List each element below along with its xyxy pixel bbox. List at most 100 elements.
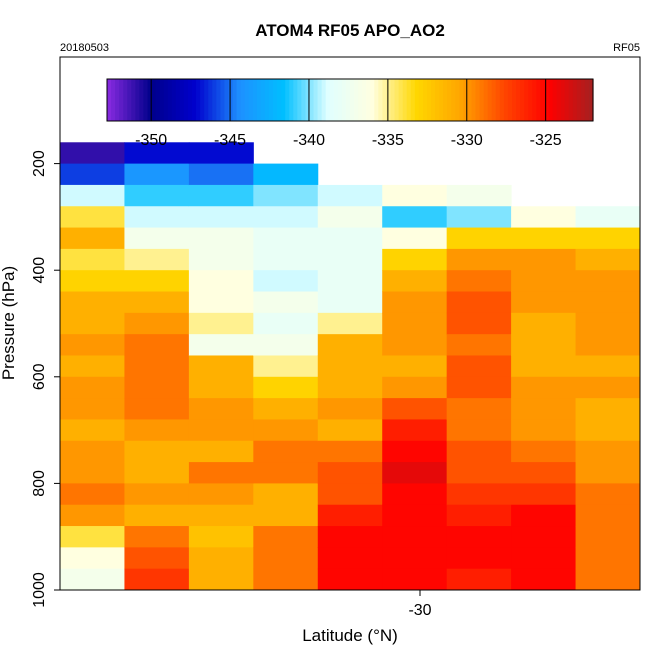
heatmap-cell [188, 568, 254, 591]
colorbar-swatch [431, 79, 436, 121]
heatmap-cell [382, 291, 448, 314]
colorbar-swatch [487, 79, 493, 121]
colorbar-swatch [301, 79, 307, 121]
colorbar-swatch [313, 79, 319, 121]
heatmap-cell [188, 270, 254, 293]
colorbar-swatch [289, 79, 294, 121]
colorbar-tick-label: -350 [135, 132, 167, 149]
colorbar-swatch [402, 79, 408, 121]
heatmap-cell [511, 440, 577, 463]
heatmap-cell [446, 355, 512, 378]
colorbar-swatch [374, 79, 379, 121]
heatmap-cell [446, 312, 512, 335]
heatmap-cell [575, 355, 641, 378]
colorbar-swatch [159, 79, 165, 121]
colorbar-swatch [499, 79, 505, 121]
colorbar-swatch [414, 79, 420, 121]
heatmap-cell [317, 568, 383, 591]
heatmap-cell [253, 526, 319, 548]
colorbar-swatch [516, 79, 521, 121]
colorbar-swatch [451, 79, 456, 121]
heatmap-cell [188, 440, 254, 463]
colorbar-tick-label: -330 [451, 132, 483, 149]
heatmap-cell [60, 334, 125, 356]
plot-area [60, 142, 641, 591]
heatmap-cell [382, 547, 448, 570]
colorbar-swatch [394, 79, 400, 121]
heatmap-cell [188, 334, 254, 356]
heatmap-cell [188, 227, 254, 250]
colorbar-swatch [503, 79, 509, 121]
colorbar-tick-label: -345 [214, 132, 246, 149]
heatmap-cell [511, 483, 577, 506]
heatmap-cell [317, 184, 383, 207]
heatmap-cell [511, 419, 577, 442]
colorbar-swatch [151, 79, 157, 121]
heatmap-cell [253, 355, 319, 378]
heatmap-cell [60, 227, 125, 250]
heatmap-cell [511, 270, 577, 293]
colorbar-tick-label: -340 [293, 132, 325, 149]
heatmap-cell [446, 184, 512, 207]
heatmap-cell [575, 547, 641, 570]
heatmap-cell [124, 312, 190, 335]
heatmap-cell [188, 483, 254, 506]
heatmap-cell [511, 526, 577, 548]
heatmap-cell [511, 568, 577, 591]
heatmap-cell [253, 227, 319, 250]
heatmap-cell [188, 504, 254, 527]
colorbar-swatch [406, 79, 412, 121]
colorbar-swatch [179, 79, 185, 121]
heatmap-cell [317, 376, 383, 399]
heatmap-cell [253, 547, 319, 570]
heatmap-cell [382, 206, 448, 229]
heatmap-cell [317, 355, 383, 378]
heatmap-cell [446, 376, 512, 399]
heatmap-cell [60, 163, 125, 186]
colorbar-swatch [483, 79, 489, 121]
colorbar-swatch [228, 79, 234, 121]
colorbar-swatch [398, 79, 404, 121]
colorbar-swatch [256, 79, 262, 121]
colorbar-swatch [463, 79, 469, 121]
heatmap-cell [575, 462, 641, 484]
heatmap-cell [253, 248, 319, 271]
colorbar-swatch [358, 79, 363, 121]
heatmap-cell [446, 483, 512, 506]
colorbar-swatch [426, 79, 432, 121]
colorbar-swatch [163, 79, 169, 121]
heatmap-cell [188, 184, 254, 207]
colorbar-swatch [309, 79, 315, 121]
heatmap-cell [188, 419, 254, 442]
heatmap-cell [124, 334, 190, 356]
heatmap-cell [382, 270, 448, 293]
plot-frame [59, 56, 641, 591]
colorbar-swatch [341, 79, 347, 121]
colorbar-swatch [475, 79, 481, 121]
heatmap-cell [60, 355, 125, 378]
colorbar-swatch [329, 79, 335, 121]
colorbar-swatch [447, 79, 452, 121]
colorbar-swatch [220, 79, 226, 121]
heatmap-cell [124, 376, 190, 399]
colorbar-swatch [167, 79, 173, 121]
colorbar-swatch [232, 79, 238, 121]
heatmap-cell [60, 440, 125, 463]
heatmap-cell [511, 376, 577, 399]
heatmap-cell [253, 184, 319, 207]
heatmap-cell [511, 504, 577, 527]
colorbar-swatch [528, 79, 533, 121]
colorbar-swatch [111, 79, 116, 121]
heatmap-cell [188, 398, 254, 420]
heatmap-cell [575, 483, 641, 506]
colorbar-swatch [556, 79, 562, 121]
y-tick-label: 600 [31, 363, 48, 390]
colorbar-tick-label: -325 [530, 132, 562, 149]
heatmap-cell [575, 206, 641, 229]
heatmap-cell [382, 462, 448, 484]
heatmap-cell [446, 270, 512, 293]
heatmap-cell [575, 270, 641, 293]
date-label: 20180503 [60, 42, 109, 54]
colorbar-swatch [273, 79, 278, 121]
heatmap-cell [188, 526, 254, 548]
